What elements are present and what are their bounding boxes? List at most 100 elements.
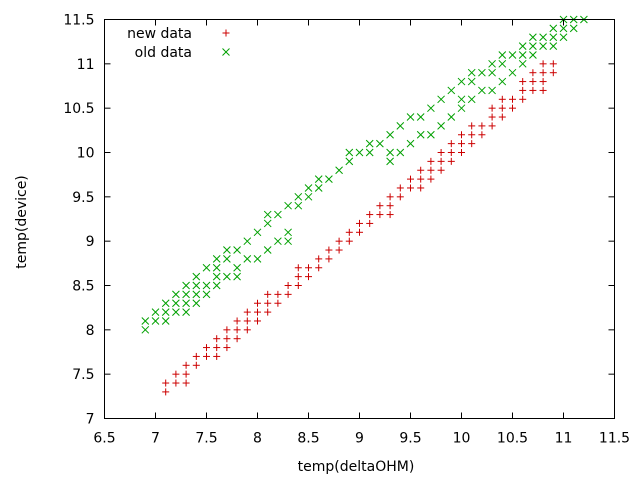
data-point-plus: [305, 273, 312, 281]
x-tick-label: 11.5: [599, 431, 630, 447]
data-point-plus: [294, 264, 302, 272]
data-point-plus: [264, 290, 272, 298]
data-point-plus: [243, 326, 251, 334]
data-point-plus: [223, 326, 231, 334]
data-point-cross: [559, 33, 568, 42]
y-tick-label: 9: [86, 234, 95, 250]
data-point-cross: [518, 59, 527, 68]
data-point-cross: [212, 272, 221, 281]
data-point-plus: [376, 202, 384, 210]
data-point-cross: [478, 68, 486, 77]
data-point-cross: [161, 299, 170, 308]
data-point-plus: [468, 131, 476, 139]
data-point-plus: [417, 184, 425, 192]
data-point-cross: [529, 42, 537, 50]
x-tick-label: 9: [355, 431, 364, 447]
data-point-cross: [284, 228, 292, 237]
data-point-cross: [365, 148, 374, 157]
data-point-cross: [274, 210, 282, 219]
data-point-cross: [508, 51, 517, 59]
data-point-cross: [243, 237, 252, 246]
x-axis-label: temp(deltaOHM): [298, 459, 415, 475]
data-point-cross: [233, 263, 241, 272]
data-point-cross: [457, 77, 466, 86]
data-point-cross: [212, 281, 221, 290]
data-point-plus: [407, 175, 414, 183]
y-axis: 7 7.5 8 8.5 9 9.5 10 10.5 11 11.5: [63, 13, 615, 428]
data-point-plus: [447, 149, 455, 156]
data-point-cross: [447, 86, 456, 95]
data-point-plus: [478, 122, 486, 130]
data-point-cross: [233, 246, 241, 254]
data-point-plus: [284, 290, 292, 298]
data-point-plus: [488, 122, 496, 130]
data-point-plus: [498, 113, 506, 121]
data-point-cross: [498, 51, 507, 59]
data-point-plus: [294, 282, 302, 289]
data-point-cross: [182, 290, 190, 299]
data-point-plus: [427, 175, 435, 183]
data-point-cross: [263, 246, 272, 254]
data-point-cross: [396, 148, 405, 157]
data-point-cross: [182, 299, 190, 308]
data-point-plus: [539, 86, 547, 94]
data-point-plus: [396, 184, 404, 192]
data-point-plus: [254, 317, 261, 325]
data-point-plus: [539, 60, 547, 68]
data-point-plus: [172, 379, 180, 387]
data-point-plus: [254, 308, 261, 316]
data-point-plus: [386, 193, 394, 201]
data-point-plus: [366, 219, 374, 227]
data-point-cross: [569, 24, 578, 33]
y-tick-label: 11: [77, 57, 95, 73]
data-point-plus: [233, 317, 241, 325]
data-point-plus: [264, 299, 272, 307]
data-point-cross: [141, 317, 150, 325]
data-point-cross: [202, 290, 211, 299]
data-point-plus: [447, 157, 455, 165]
data-point-cross: [549, 24, 558, 33]
x-tick-label: 6.5: [93, 431, 115, 447]
data-point-plus: [315, 264, 323, 272]
data-point-plus: [458, 149, 465, 156]
series-2: [141, 15, 588, 334]
data-point-cross: [172, 308, 180, 316]
data-point-cross: [253, 228, 262, 237]
y-tick-label: 7.5: [72, 367, 94, 383]
data-point-cross: [386, 157, 394, 166]
data-point-plus: [539, 78, 547, 86]
data-point-plus: [213, 352, 221, 360]
data-point-plus: [468, 122, 476, 130]
data-point-plus: [509, 95, 516, 103]
data-point-plus: [315, 255, 323, 263]
data-point-plus: [417, 166, 425, 174]
y-tick-label: 8: [86, 323, 95, 339]
data-point-cross: [304, 192, 313, 201]
data-point-cross: [427, 104, 435, 113]
legend-marker: [222, 48, 230, 56]
data-point-cross: [202, 263, 211, 272]
data-point-cross: [396, 122, 405, 130]
data-point-plus: [305, 264, 312, 272]
data-point-plus: [386, 202, 394, 210]
data-point-plus: [274, 299, 282, 307]
data-point-plus: [447, 140, 455, 148]
legend-marker: [222, 29, 230, 37]
data-point-cross: [539, 33, 547, 42]
y-axis-label: temp(device): [14, 175, 30, 269]
data-point-cross: [263, 219, 272, 228]
data-point-plus: [254, 299, 261, 307]
data-point-cross: [488, 86, 496, 95]
y-tick-label: 10.5: [63, 101, 94, 117]
x-tick-label: 8: [253, 431, 262, 447]
data-point-cross: [325, 175, 333, 183]
data-point-plus: [203, 352, 210, 360]
data-point-cross: [172, 290, 180, 299]
data-point-cross: [192, 281, 201, 290]
data-point-cross: [345, 148, 354, 157]
data-point-plus: [519, 86, 527, 94]
data-point-plus: [498, 104, 506, 112]
data-point-cross: [335, 166, 343, 175]
data-point-plus: [335, 237, 343, 245]
data-point-cross: [498, 77, 507, 86]
